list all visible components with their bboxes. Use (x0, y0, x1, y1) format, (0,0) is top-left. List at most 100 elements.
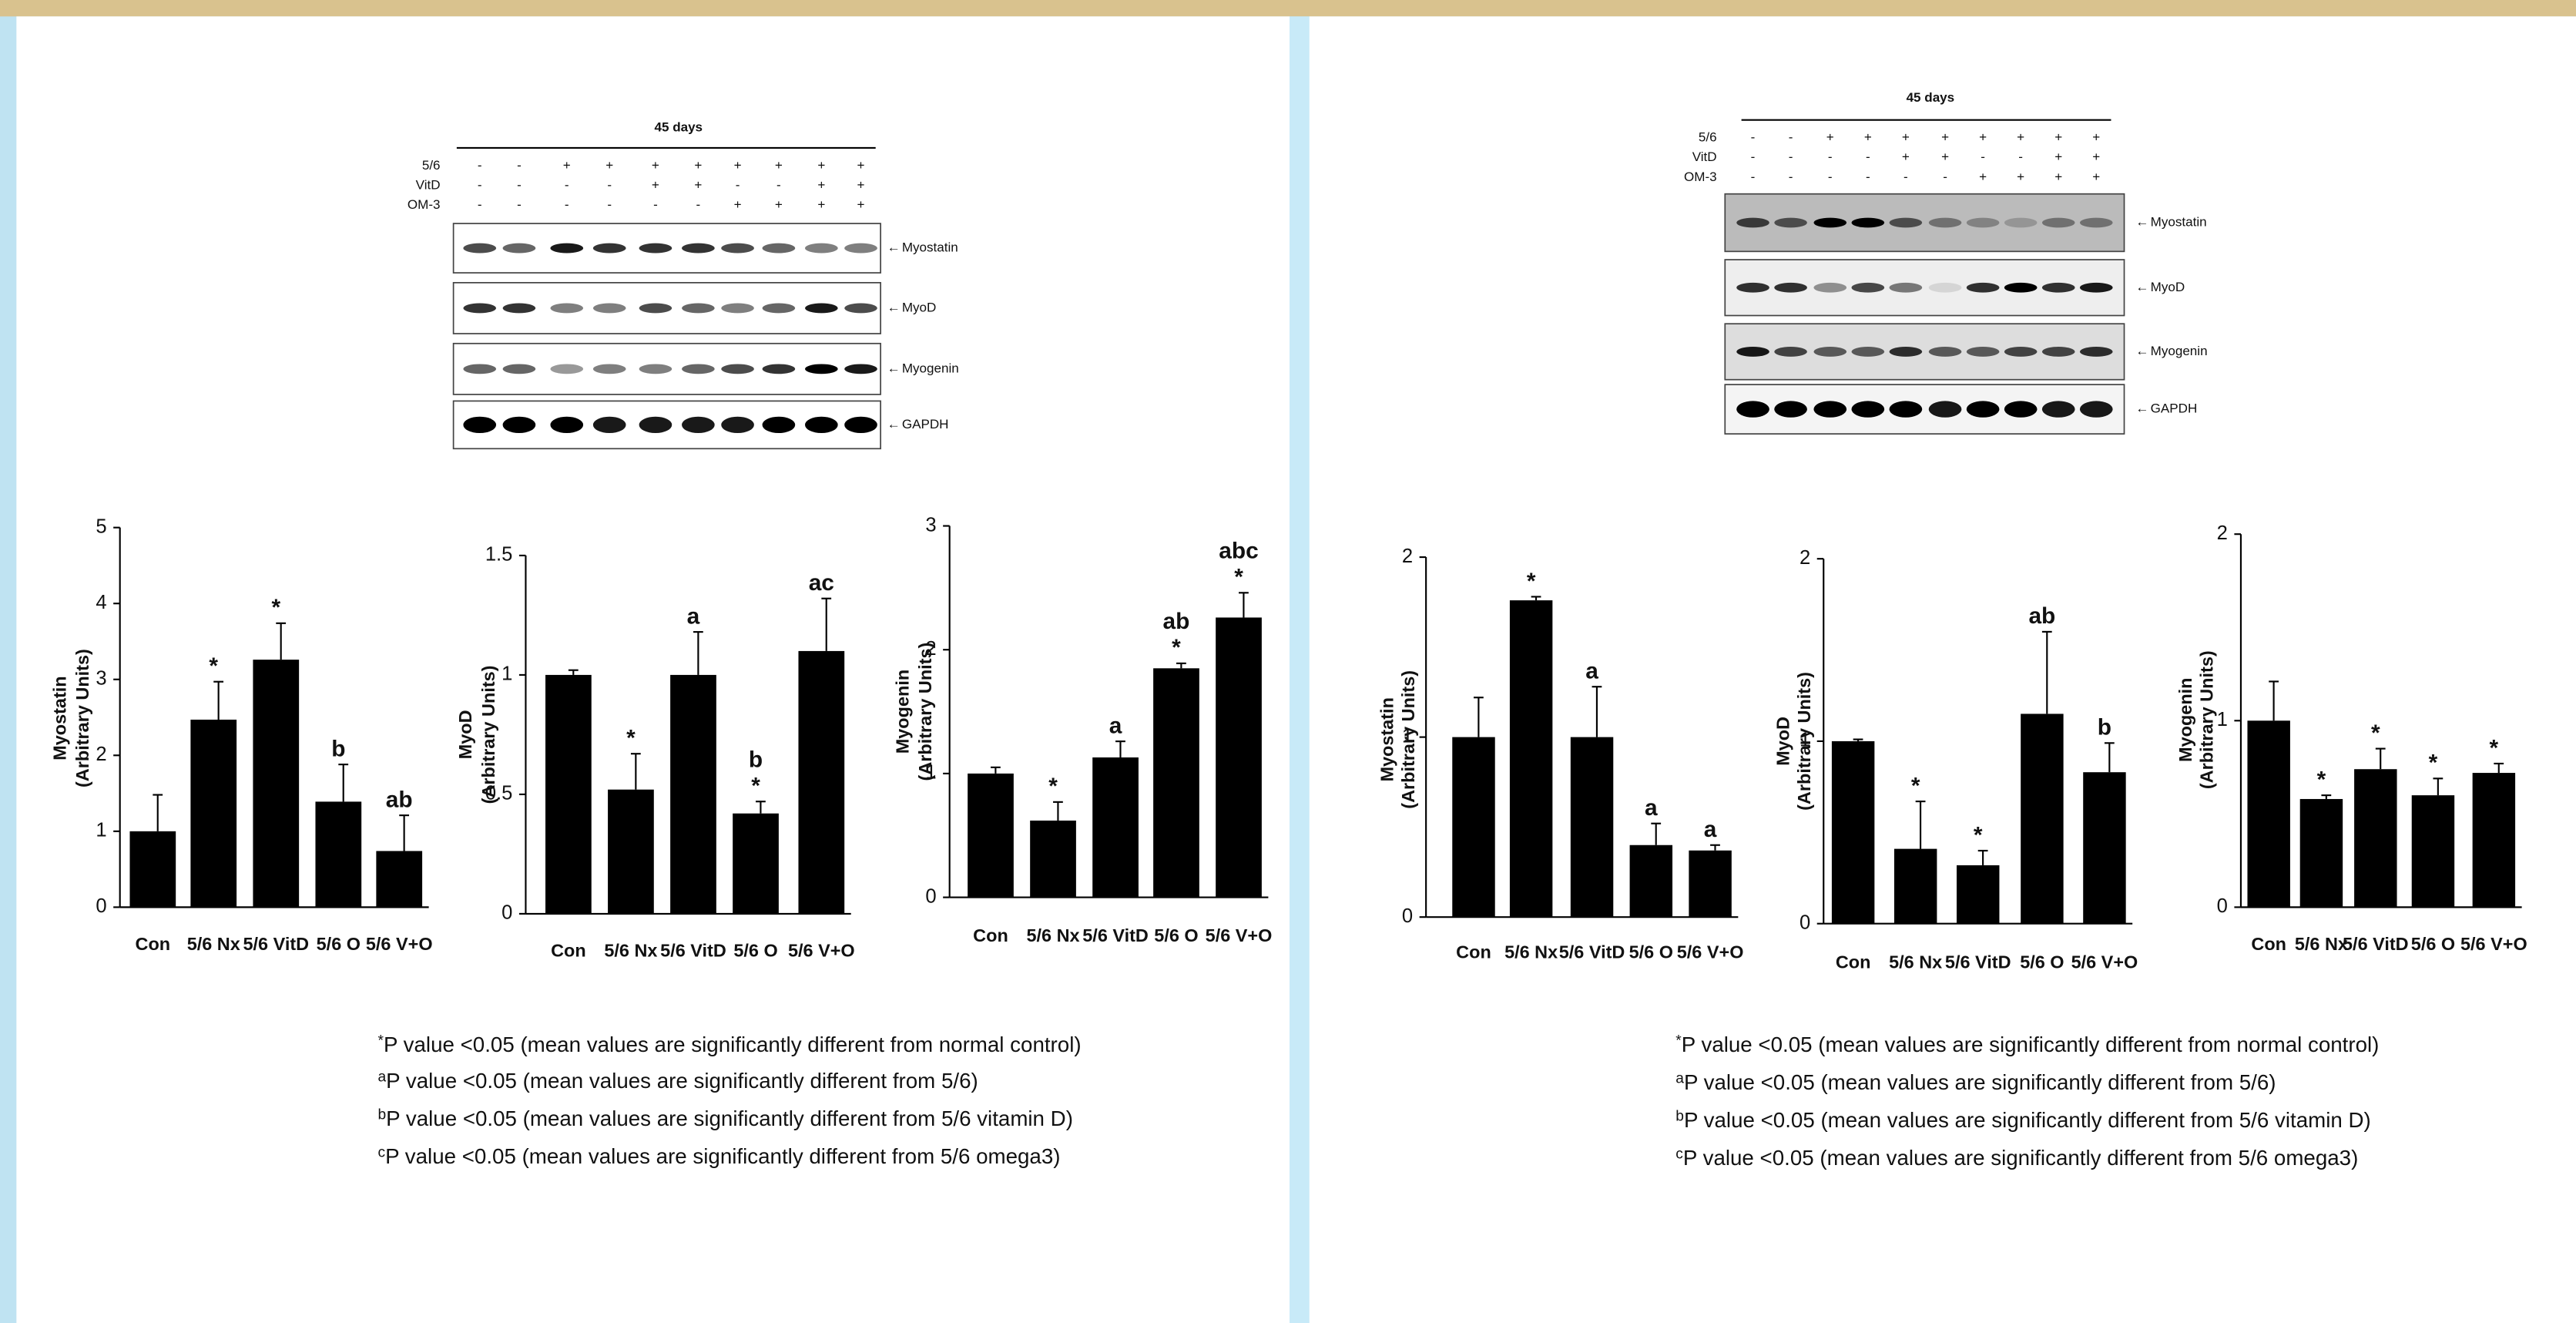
treatment-sign: + (2092, 170, 2100, 184)
blot-band (1852, 401, 1885, 417)
x-tick-label: 5/6 V+O (1677, 942, 1744, 962)
treatment-sign: + (2092, 149, 2100, 164)
blot-band (1774, 347, 1807, 357)
blot-band (503, 417, 536, 433)
treatment-sign: - (478, 158, 482, 173)
x-tick-label: 5/6 Nx (604, 940, 657, 960)
footnote: *P value <0.05 (mean values are signific… (1675, 1033, 2379, 1056)
x-tick-label: 5/6 O (1629, 942, 1673, 962)
y-tick-label: 1 (2217, 709, 2228, 730)
band-label: GAPDH (902, 417, 949, 431)
treatment-sign: - (1981, 149, 1985, 164)
significance-label: b (749, 747, 763, 772)
bar (1452, 737, 1494, 918)
x-tick-label: 5/6 Nx (2295, 934, 2348, 954)
blot-band (1852, 283, 1885, 293)
blot-band (2042, 401, 2075, 417)
significance-label: ac (809, 570, 834, 596)
blot-band (2080, 283, 2113, 293)
treatment-sign: + (734, 158, 742, 173)
treatment-sign: - (565, 178, 569, 193)
bar (670, 675, 716, 914)
x-tick-label: Con (1456, 942, 1491, 962)
blot-band (721, 417, 754, 433)
bar (1832, 741, 1874, 924)
blot-band (1890, 218, 1923, 228)
band-arrow: ← (2135, 401, 2148, 416)
blot-band (1929, 218, 1962, 228)
band-label: Myogenin (902, 361, 959, 375)
bar (2021, 714, 2063, 923)
footnote-mark: a (1675, 1071, 1684, 1087)
treatment-sign: + (694, 178, 702, 193)
footnote: *P value <0.05 (mean values are signific… (378, 1033, 1082, 1056)
band-arrow: ← (2135, 280, 2148, 294)
blot-band (503, 243, 536, 254)
footnote-text: P value <0.05 (mean values are significa… (1682, 1033, 2380, 1056)
y-axis-label: MyoD (455, 710, 475, 759)
treatment-sign: + (694, 158, 702, 173)
x-tick-label: Con (1836, 952, 1871, 972)
significance-label: * (209, 653, 218, 679)
blot-band (763, 243, 796, 254)
x-tick-label: Con (973, 925, 1008, 945)
y-axis-label: (Arbitrary Units) (478, 665, 498, 804)
significance-label: ab (386, 787, 413, 812)
treatment-sign: + (1979, 130, 1987, 145)
band-label: MyoD (902, 300, 937, 314)
x-tick-label: Con (2251, 934, 2286, 954)
bar (608, 790, 654, 914)
treatment-sign: + (734, 197, 742, 212)
treatment-sign: - (653, 197, 658, 212)
blot-band (1967, 347, 2000, 357)
y-axis-label: (Arbitrary Units) (1398, 670, 1418, 809)
blot-band (805, 243, 838, 254)
blot-band (844, 364, 877, 374)
x-tick-label: 5/6 Nx (187, 934, 240, 954)
blot-band (721, 364, 754, 374)
treatment-sign: - (1828, 149, 1833, 164)
y-axis-label: Myogenin (892, 670, 912, 754)
band-arrow: ← (2135, 344, 2148, 358)
blot-band (1890, 401, 1923, 417)
significance-label: * (2490, 735, 2499, 761)
x-tick-label: 5/6 Nx (1504, 942, 1558, 962)
significance-label: a (687, 603, 700, 629)
footnote: bP value <0.05 (mean values are signific… (378, 1106, 1073, 1130)
blot-band (2004, 347, 2038, 357)
significance-label: a (1704, 817, 1717, 842)
treatment-sign: + (817, 158, 825, 173)
treatment-sign: + (1979, 170, 1987, 184)
treatment-label: VitD (1692, 149, 1717, 164)
treatment-label: 5/6 (1699, 130, 1717, 145)
bar (376, 851, 422, 907)
footnote: aP value <0.05 (mean values are signific… (378, 1069, 978, 1093)
significance-label: * (1527, 569, 1536, 594)
bar (315, 801, 361, 907)
bar (1689, 851, 1731, 917)
blot-band (1852, 218, 1885, 228)
significance-label: b (331, 736, 345, 761)
significance-label: * (1172, 635, 1181, 660)
treatment-sign: + (1864, 130, 1872, 145)
x-tick-label: 5/6 VitD (243, 934, 309, 954)
x-tick-label: Con (136, 934, 171, 954)
blot-band (1967, 218, 2000, 228)
bar (129, 831, 176, 908)
significance-label: * (626, 726, 636, 751)
blot-band (2042, 218, 2075, 228)
y-tick-label: 2 (96, 744, 106, 765)
blot-band (1929, 347, 1962, 357)
y-tick-label: 3 (96, 668, 106, 690)
bar (1153, 668, 1199, 897)
blot-band (639, 417, 673, 433)
x-tick-label: 5/6 O (2020, 952, 2064, 972)
blot-band (2004, 283, 2038, 293)
bar (1571, 737, 1613, 918)
blot-band (1813, 347, 1846, 357)
blot-band (763, 364, 796, 374)
treatment-sign: - (1789, 170, 1793, 184)
y-tick-label: 0 (96, 895, 106, 917)
blot-band (721, 304, 754, 314)
treatment-sign: + (1941, 149, 1949, 164)
